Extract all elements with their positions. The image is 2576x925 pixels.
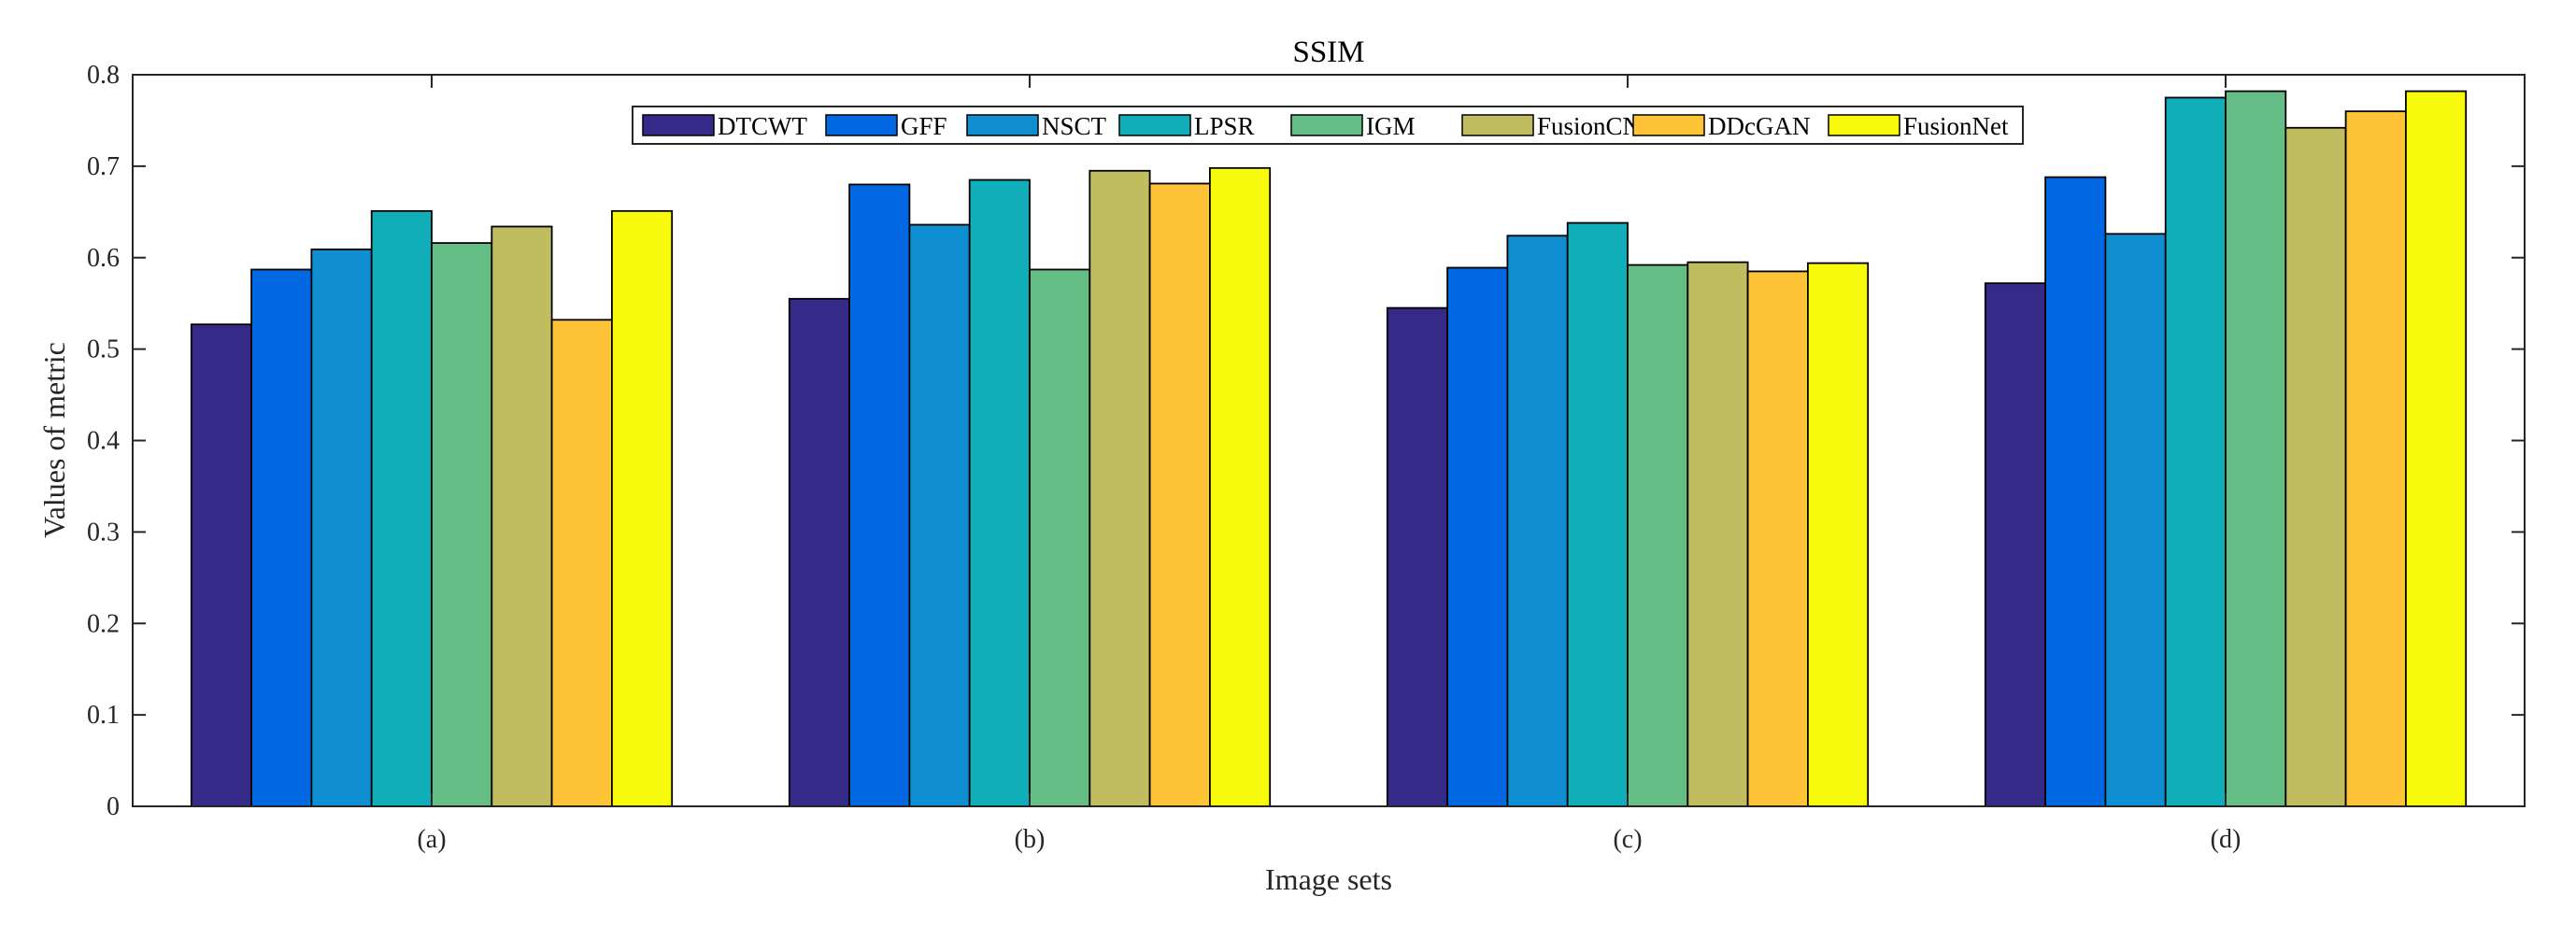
legend-swatch-fusionnet [1828, 114, 1900, 136]
y-tick-label: 0.3 [87, 518, 120, 547]
x-tick-label: (b) [1015, 825, 1046, 854]
bar-nsct-3 [2104, 233, 2167, 807]
legend-swatch-lpsr [1118, 114, 1191, 136]
y-tick-label: 0.4 [87, 427, 120, 456]
bar-ddcgan-0 [550, 319, 613, 807]
bar-igm-1 [1029, 268, 1091, 807]
legend: DTCWT GFF NSCT LPSR IGM FusionCNN DDcGAN Fusion… [632, 106, 2024, 145]
legend-label-igm: IGM [1366, 112, 1416, 140]
y-axis: 0 0.1 0.2 0.3 0.4 0.5 0.6 0.7 0.8 [87, 61, 2525, 821]
y-tick-label: 0.7 [87, 152, 120, 181]
x-tick-label: (a) [417, 825, 446, 854]
legend-label-lpsr: LPSR [1194, 112, 1255, 140]
bar-lpsr-0 [370, 209, 433, 807]
bar-nsct-2 [1506, 235, 1569, 807]
y-tick-label: 0.2 [87, 609, 120, 638]
bar-fusioncnn-0 [491, 225, 553, 807]
bar-lpsr-2 [1566, 221, 1629, 807]
legend-label-ddcgan: DDcGAN [1708, 112, 1810, 140]
bar-fusionnet-2 [1807, 262, 1870, 807]
bar-dtcwt-0 [190, 323, 253, 807]
y-tick-label: 0.6 [87, 244, 120, 273]
legend-swatch-nsct [966, 114, 1039, 136]
legend-label-gff: GFF [901, 112, 947, 140]
bar-igm-0 [431, 242, 493, 807]
bar-nsct-1 [908, 223, 971, 807]
y-tick-label: 0.5 [87, 335, 120, 364]
x-axis-label: Image sets [1265, 862, 1392, 896]
bar-fusioncnn-1 [1089, 169, 1151, 807]
bar-dtcwt-1 [788, 297, 850, 807]
bar-igm-3 [2225, 90, 2287, 807]
bar-gff-2 [1446, 266, 1509, 807]
bar-fusionnet-1 [1209, 166, 1272, 807]
legend-label-dtcwt: DTCWT [718, 112, 807, 140]
y-tick-label: 0.8 [87, 61, 120, 90]
legend-swatch-ddcgan [1632, 114, 1705, 136]
legend-swatch-igm [1290, 114, 1363, 136]
bars-group [190, 90, 2468, 807]
x-axis: (a) (b) (c) (d) [417, 75, 2241, 854]
bar-nsct-0 [310, 249, 373, 807]
bar-igm-2 [1627, 263, 1689, 807]
legend-label-fusionnet: FusionNet [1903, 112, 2009, 140]
legend-swatch-dtcwt [642, 114, 715, 136]
bar-fusioncnn-3 [2284, 126, 2347, 807]
bar-dtcwt-2 [1386, 306, 1449, 807]
bar-ddcgan-2 [1746, 270, 1809, 807]
bar-fusionnet-0 [611, 209, 674, 807]
bar-gff-0 [250, 268, 313, 807]
y-tick-label: 0 [107, 792, 120, 821]
legend-swatch-gff [825, 114, 898, 136]
x-tick-label: (d) [2211, 825, 2242, 854]
bar-gff-1 [848, 183, 911, 807]
bar-lpsr-3 [2164, 96, 2227, 807]
bar-lpsr-1 [968, 178, 1031, 807]
bar-ddcgan-1 [1148, 182, 1211, 807]
bar-fusionnet-3 [2404, 90, 2468, 807]
legend-swatch-fusioncnn [1461, 114, 1534, 136]
x-tick-label: (c) [1613, 825, 1642, 854]
bar-ddcgan-3 [2344, 110, 2407, 807]
bar-dtcwt-3 [1984, 282, 2047, 807]
y-axis-label: Values of metric [37, 342, 71, 538]
y-tick-label: 0.1 [87, 701, 120, 730]
bar-gff-3 [2044, 176, 2107, 807]
bar-fusioncnn-2 [1686, 261, 1749, 807]
chart-title: SSIM [1292, 36, 1364, 69]
legend-label-nsct: NSCT [1042, 112, 1107, 140]
